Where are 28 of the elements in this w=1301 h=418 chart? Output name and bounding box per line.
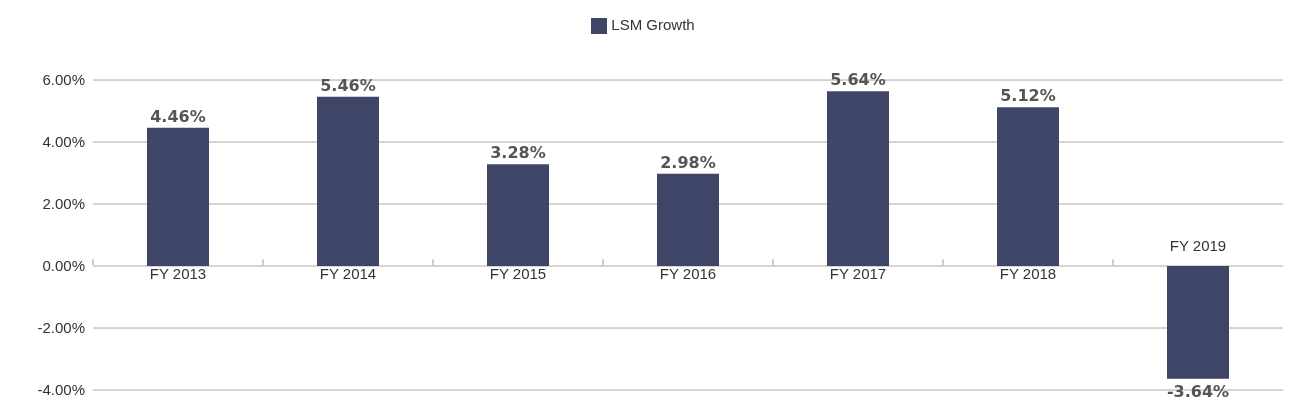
data-label: 4.46% — [150, 106, 206, 126]
bar — [317, 96, 379, 267]
bar — [1167, 266, 1229, 379]
x-tick-label: FY 2019 — [1169, 237, 1227, 255]
y-tick-label: -4.00% — [37, 381, 85, 399]
y-tick-label: 0.00% — [42, 257, 85, 275]
y-tick-label: 2.00% — [42, 195, 85, 213]
x-tick-label: FY 2014 — [319, 265, 377, 283]
x-tick-label: FY 2015 — [489, 265, 547, 283]
data-label: 5.12% — [1000, 86, 1056, 106]
data-label: -3.64% — [1166, 381, 1230, 401]
y-tick-label: -2.00% — [37, 319, 85, 337]
legend-label: LSM Growth — [611, 16, 695, 33]
bar — [997, 107, 1059, 267]
data-label: 5.46% — [320, 75, 376, 95]
x-tick-label: FY 2017 — [829, 265, 887, 283]
y-tick-label: 6.00% — [42, 71, 85, 89]
bar — [657, 173, 719, 267]
x-tick-label: FY 2018 — [999, 265, 1057, 283]
y-tick-label: 4.00% — [42, 133, 85, 151]
data-label: 3.28% — [490, 143, 546, 163]
data-label: 5.64% — [830, 70, 886, 90]
x-tick-label: FY 2013 — [149, 265, 207, 283]
bar — [827, 91, 889, 267]
x-tick-label: FY 2016 — [659, 265, 717, 283]
data-label: 2.98% — [660, 152, 716, 172]
bar — [487, 164, 549, 267]
bar — [147, 127, 209, 267]
